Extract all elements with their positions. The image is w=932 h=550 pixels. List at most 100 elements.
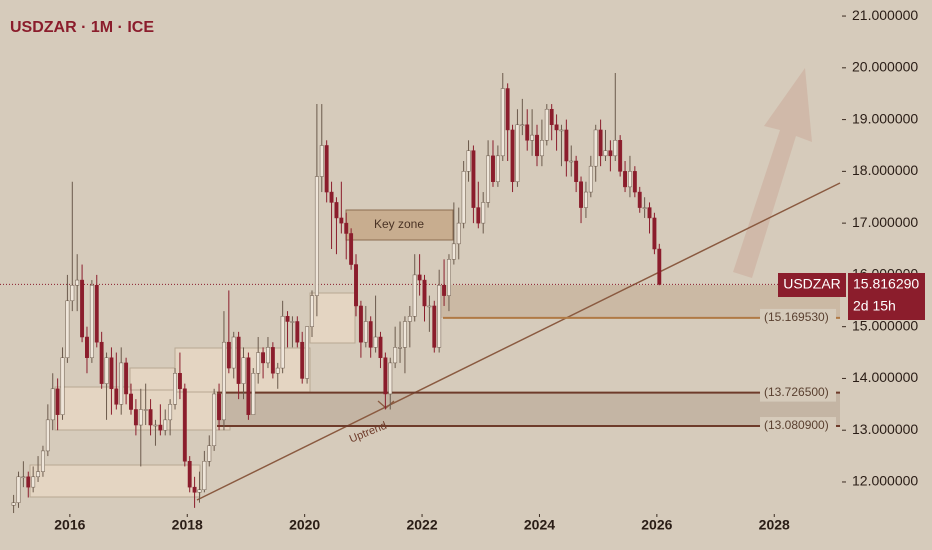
countdown: 2d 15h (853, 298, 896, 314)
candle-body (187, 461, 192, 488)
y-tick-label: 14.000000 (852, 369, 918, 385)
candle-body (163, 419, 168, 431)
candle-body (344, 222, 349, 234)
candle-body (388, 362, 393, 395)
level-label: (13.726500) (764, 385, 829, 399)
candle-body (207, 445, 212, 462)
y-tick-label: 18.000000 (852, 162, 918, 178)
candle-body (173, 373, 177, 405)
candle-body (138, 409, 143, 426)
candle-body (217, 393, 221, 421)
candle-body (226, 341, 231, 369)
y-tick-label: 19.000000 (852, 110, 918, 126)
candle-body (476, 207, 481, 224)
candle-body (177, 373, 182, 390)
candle-body (251, 373, 256, 415)
candle-body (505, 88, 510, 131)
candle-body (94, 284, 99, 343)
candle-body (417, 274, 422, 281)
candle-body (168, 404, 173, 421)
candle-body (495, 155, 500, 182)
candle-body (593, 129, 598, 167)
candle-body (530, 134, 535, 141)
candle-body (133, 409, 138, 426)
y-tick-label: 17.000000 (852, 214, 918, 230)
candle-body (89, 284, 94, 358)
candle-body (104, 357, 109, 384)
level-label-bg (760, 417, 836, 436)
candle-body (554, 124, 559, 131)
candle-body (466, 150, 471, 172)
candle-body (574, 160, 579, 182)
candle-body (212, 393, 217, 446)
x-tick-label: 2026 (641, 517, 672, 533)
candle-body (280, 316, 285, 369)
candle-body (329, 191, 334, 203)
candle-body (363, 321, 368, 343)
candle-body (432, 305, 437, 348)
candle-body (114, 388, 119, 405)
candle-body (31, 476, 36, 488)
candle-body (60, 357, 65, 415)
candle-body (642, 207, 647, 209)
candle-body (456, 222, 461, 245)
candle-body (618, 140, 623, 172)
candle-body (50, 388, 55, 421)
y-tick-label: 13.000000 (852, 421, 918, 437)
candle-body (85, 336, 89, 358)
level-label: (13.080900) (764, 418, 829, 432)
candle-body (236, 336, 241, 384)
candle-body (412, 274, 417, 317)
candle-body (55, 388, 60, 415)
candle-body (148, 409, 153, 426)
candle-body (383, 357, 388, 395)
candles (11, 72, 662, 514)
candle-body (256, 352, 261, 374)
candle-body (270, 347, 275, 374)
candle-body (402, 321, 407, 348)
candle-body (520, 124, 525, 127)
candle-body (559, 129, 564, 132)
key-zone-box (345, 209, 454, 241)
x-tick-label: 2024 (524, 517, 555, 533)
zone (309, 292, 356, 344)
candle-body (45, 419, 50, 452)
candle-body (398, 347, 402, 349)
candle-body (99, 341, 104, 384)
candle-body (632, 171, 637, 193)
candle-body (427, 305, 432, 308)
level-label-bg (760, 383, 836, 402)
candle-body (80, 279, 85, 338)
candle-body (525, 124, 530, 141)
x-tick-label: 2016 (54, 517, 85, 533)
candle-body (623, 171, 628, 188)
candle-body (349, 233, 354, 265)
candle-body (266, 347, 270, 364)
candle-body (182, 388, 187, 462)
candle-body (510, 129, 515, 182)
annotation: Key zone (374, 217, 424, 231)
candle-body (109, 357, 114, 390)
candle-body (373, 336, 378, 348)
candle-body (319, 145, 324, 177)
candle-body (481, 202, 486, 224)
candle-body (603, 150, 608, 157)
candle-body (378, 336, 383, 358)
trend-arrow (377, 400, 395, 409)
last-price-label: 15.816290 (853, 276, 919, 292)
level-label-bg (760, 308, 836, 327)
chart-title: USDZAR · 1M · ICE (10, 19, 154, 36)
candle-body (437, 284, 442, 348)
candle-body (339, 217, 344, 224)
candle-body (36, 471, 41, 478)
candle-body (275, 367, 280, 374)
candle-body (202, 461, 207, 490)
candle-body (368, 321, 373, 348)
candle-body (305, 326, 310, 379)
price-box-bg (848, 273, 925, 320)
axes: 12.00000013.00000014.00000015.00000016.0… (54, 7, 918, 533)
candle-body (192, 486, 197, 493)
candle-body (549, 108, 554, 126)
candle-body (334, 202, 339, 219)
